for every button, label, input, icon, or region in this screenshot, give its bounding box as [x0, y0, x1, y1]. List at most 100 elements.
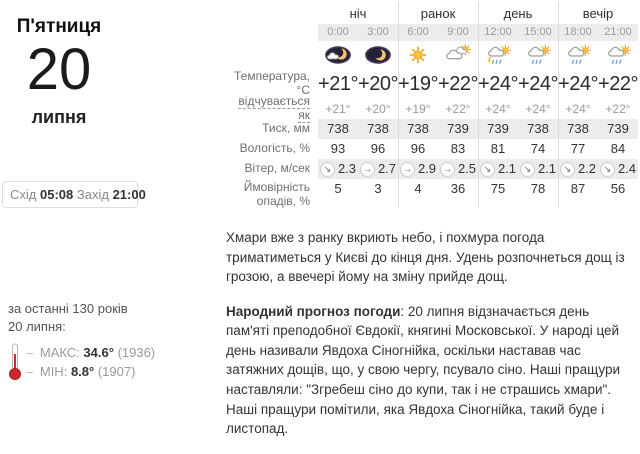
daypart-night: ніч	[349, 5, 367, 21]
daypart-morning: ранок	[420, 5, 456, 21]
time-row: 0:00 3:00 6:00 9:00 12:00 15:00 18:00 21…	[226, 24, 638, 41]
feels-like-row: відчувається як +21° +20° +19° +22° +24°…	[226, 94, 638, 123]
folk-forecast-body: : 20 липня відзначається день пам'яті пр…	[226, 303, 620, 437]
day-number: 20	[26, 37, 92, 102]
humidity-cell: 96	[370, 141, 386, 156]
daypart-day: день	[503, 5, 533, 21]
precipitation-row: Ймовірність опадів, % 5 3 4 36 75 78 87 …	[226, 179, 638, 207]
humidity-cell: 93	[330, 141, 346, 156]
wind-direction-icon: →	[439, 161, 455, 177]
weather-icon	[521, 44, 555, 66]
pressure-cell: 739	[447, 121, 469, 136]
weather-icon	[401, 44, 435, 66]
date-sidebar: П'ятниця 20 липня Схід 05:08 Захід 21:00…	[0, 0, 225, 421]
temperature-label: Температура, °C	[233, 69, 310, 97]
wind-cell: 2.1	[537, 161, 557, 176]
min-value: 8.8°	[70, 364, 95, 380]
day-name: П'ятниця	[16, 16, 102, 37]
pressure-cell: 738	[367, 121, 389, 136]
wind-row: Вітер, м/сек ↘ 2.3 → 2.7 → 2.9 → 2.5 ↘ 2.1 ↘ 2…	[226, 159, 638, 179]
folk-forecast-paragraph: Народний прогноз погоди: 20 липня відзна…	[226, 302, 628, 439]
precip-cell: 5	[334, 181, 342, 196]
temp-cell: +24°	[478, 73, 518, 95]
forecast-texts: Хмари вже з ранку вкриють небо, і похмур…	[226, 228, 628, 454]
temp-cell: +19°	[398, 73, 438, 95]
weather-icon	[561, 44, 595, 66]
temperature-row: Температура, °C +21° +20° +19° +22° +24°…	[226, 69, 638, 99]
humidity-label: Вологість, %	[239, 141, 310, 156]
precip-label-line2: опадів, %	[256, 193, 310, 208]
climate-heading-line1: за останні 130 років	[8, 301, 128, 316]
time-cell: 0:00	[327, 26, 349, 38]
temp-cell: +24°	[518, 73, 558, 95]
wind-direction-icon: ↘	[559, 161, 575, 177]
wind-direction-icon: ↘	[319, 161, 335, 177]
wind-cell: 2.5	[457, 161, 477, 176]
month-name: липня	[31, 106, 87, 127]
precip-cell: 87	[570, 181, 586, 196]
min-year: (1907)	[97, 364, 136, 380]
climate-heading-line2: 20 липня:	[8, 318, 66, 334]
sunset-label: Захід	[76, 187, 109, 202]
precip-cell: 56	[610, 181, 626, 196]
wind-direction-icon: ↘	[519, 161, 535, 177]
weather-icon	[361, 44, 395, 66]
feels-cell: +22°	[445, 102, 471, 116]
time-cell: 3:00	[367, 26, 389, 38]
daypart-evening: вечір	[582, 5, 614, 21]
wind-direction-icon: →	[399, 161, 415, 177]
precip-cell: 75	[490, 181, 506, 196]
precip-cell: 4	[414, 181, 422, 196]
precip-cell: 36	[450, 181, 466, 196]
wind-cell: 2.7	[377, 161, 397, 176]
temp-cell: +21°	[318, 73, 358, 95]
wind-direction-icon: ↘	[479, 161, 495, 177]
column-divider	[558, 2, 559, 208]
humidity-cell: 83	[450, 141, 466, 156]
pressure-row: Тиск, мм 738 738 738 739 739 738 738 739	[226, 119, 638, 139]
pressure-cell: 739	[607, 121, 629, 136]
record-max: – МАКС: 34.6° (1936)	[26, 345, 156, 361]
thermometer-icon	[9, 343, 21, 381]
temp-cell: +22°	[438, 73, 478, 95]
weather-icon	[441, 44, 475, 66]
record-min: – МІН: 8.8° (1907)	[26, 364, 136, 380]
humidity-cell: 77	[570, 141, 586, 156]
temp-cell: +22°	[598, 73, 638, 95]
max-year: (1936)	[117, 345, 156, 361]
weather-icon	[601, 44, 635, 66]
pressure-cell: 739	[487, 121, 509, 136]
humidity-cell: 81	[490, 141, 506, 156]
feels-cell: +24°	[565, 102, 591, 116]
forecast-table: ніч ранок день вечір 0:00 3:00 6:00 9:00…	[226, 2, 638, 208]
time-cell: 12:00	[484, 26, 512, 38]
wind-cell: 2.9	[417, 161, 437, 176]
pressure-cell: 738	[327, 121, 349, 136]
time-cell: 21:00	[604, 26, 632, 38]
humidity-cell: 96	[410, 141, 426, 156]
humidity-cell: 84	[610, 141, 626, 156]
humidity-row: Вологість, % 93 96 96 83 81 74 77 84	[226, 139, 638, 159]
precip-cell: 3	[374, 181, 382, 196]
column-divider	[478, 2, 479, 208]
climate-records: за останні 130 років 20 липня: – МАКС: 3…	[8, 300, 155, 383]
feels-cell: +24°	[525, 102, 551, 116]
max-label: МАКС:	[39, 345, 80, 361]
temp-cell: +24°	[558, 73, 598, 95]
sunrise-sunset-box: Схід 05:08 Захід 21:00	[2, 181, 146, 208]
feels-like-label[interactable]: відчувається як	[238, 94, 310, 123]
feels-cell: +22°	[605, 102, 631, 116]
sunrise-time: 05:08	[40, 187, 74, 202]
humidity-cell: 74	[530, 141, 546, 156]
summary-paragraph: Хмари вже з ранку вкриють небо, і похмур…	[226, 230, 625, 285]
time-cell: 18:00	[564, 26, 592, 38]
wind-cell: 2.4	[617, 161, 637, 176]
wind-cell: 2.3	[337, 161, 357, 176]
temp-cell: +20°	[358, 73, 398, 95]
max-value: 34.6°	[83, 345, 114, 361]
time-cell: 9:00	[447, 26, 469, 38]
wind-direction-icon: ↘	[599, 161, 615, 177]
sunrise-label: Схід	[10, 187, 37, 202]
time-cell: 6:00	[407, 26, 429, 38]
wind-label: Вітер, м/сек	[244, 161, 310, 176]
